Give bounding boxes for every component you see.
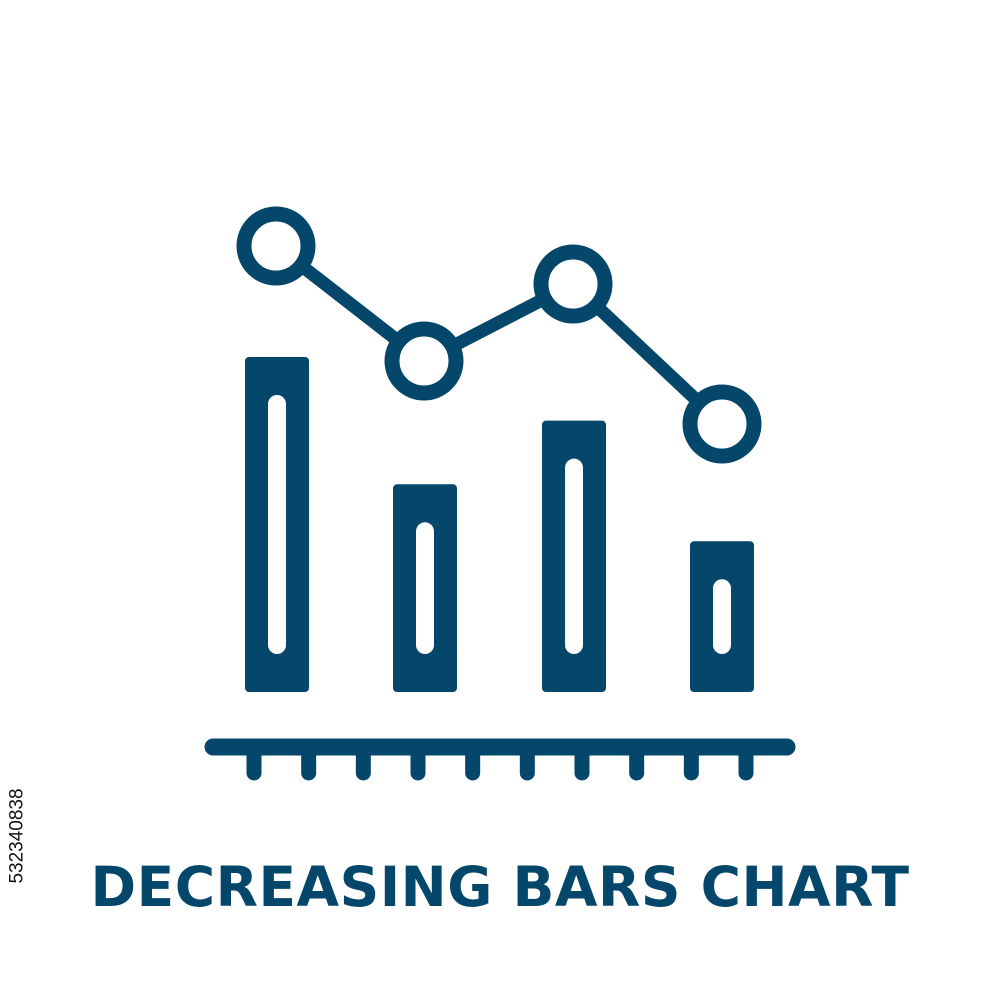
trend-point-3 <box>533 244 613 324</box>
bar-4 <box>690 541 754 692</box>
trend-point-4 <box>682 384 762 464</box>
baseline-axis <box>204 738 796 781</box>
trend-segment-2 <box>446 292 551 353</box>
bar-2-slot <box>416 522 434 654</box>
icon-title: DECREASING BARS CHART <box>90 855 910 919</box>
bar-3 <box>542 420 606 692</box>
trend-segment-1 <box>295 259 405 348</box>
trend-point-2 <box>384 321 464 401</box>
bar-1 <box>245 357 309 692</box>
stock-id-watermark: 532340838 <box>2 760 34 912</box>
trend-line-group <box>236 206 762 464</box>
bar-1-slot <box>268 395 286 654</box>
bars-group <box>245 357 754 692</box>
stock-id-text: 532340838 <box>7 788 29 884</box>
bar-2 <box>393 484 457 692</box>
bar-4-slot <box>713 579 731 654</box>
bar-3-slot <box>565 458 583 654</box>
trend-segment-3 <box>590 300 705 408</box>
trend-point-1 <box>236 206 316 286</box>
